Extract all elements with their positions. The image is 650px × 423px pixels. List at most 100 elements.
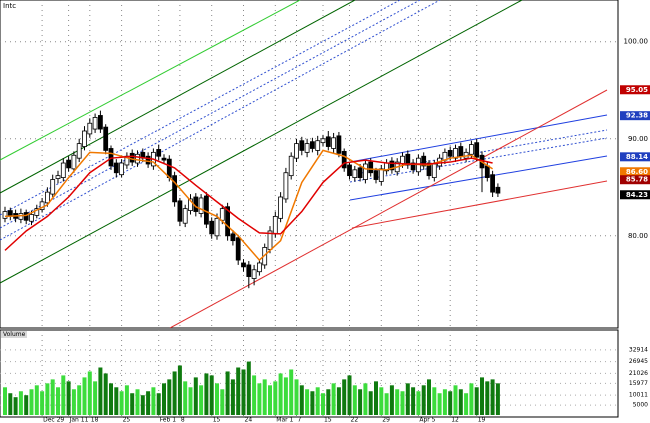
volume-bar [352,385,357,415]
candle-body [352,169,358,178]
candle-body [119,162,124,176]
trend-line [169,89,608,328]
volume-bar [246,361,251,415]
candle-body [241,262,246,268]
trend-line [349,137,608,183]
volume-bar [262,379,267,415]
trend-line [349,114,608,163]
volume-bar [294,379,299,415]
candle-body [188,198,193,211]
volume-bar [209,375,214,415]
candle-body [34,208,40,216]
price-tag-label: 88.14 [626,153,648,161]
volume-bar [427,379,431,415]
candle-body [278,196,284,219]
candle-body [235,237,241,261]
candle-body [447,150,453,157]
candle-body [426,162,432,177]
volume-bar [109,383,113,415]
volume-bar [331,383,336,415]
volume-bar [215,383,219,415]
x-tick-label: 19 [478,417,486,423]
x-tick-label: 18 [91,417,99,423]
candle-body [490,174,496,193]
y-tick-label: 100.00 [624,38,649,46]
volume-bar [183,381,188,415]
volume-bar [358,389,363,415]
candle-body [331,137,337,149]
volume-bar [146,391,151,415]
candle-body [98,115,103,130]
volume-bar [87,371,92,415]
y-tick-label: 80.00 [628,232,648,240]
volume-bar [98,367,103,415]
x-tick-label: 7 [298,417,302,423]
volume-bar [241,369,246,415]
volume-bar [114,387,119,415]
x-tick-label: Jan 11 [69,417,89,423]
volume-tick-label: 32914 [629,346,648,353]
volume-bar [225,371,230,415]
x-tick-label: Dec 29 [43,417,64,423]
volume-bar [495,383,500,415]
volume-bar [82,377,87,415]
trend-line [0,0,356,194]
candle-body [66,159,71,169]
volume-bar [289,369,294,415]
moving-average [4,155,493,251]
volume-bar [326,389,331,415]
price-tag-label: 85.78 [626,176,648,184]
candle-body [309,141,315,149]
volume-bar [342,379,347,415]
volume-bar [188,387,193,415]
candle-body [145,155,151,165]
volume-bar [395,389,400,415]
x-tick-label: 12 [451,417,459,423]
volume-bar [442,389,447,415]
candle-body [299,140,305,151]
trend-lines [0,0,608,328]
volume-bar [336,387,341,415]
x-tick-label: Apr 5 [419,417,435,423]
candle-body [129,152,135,163]
volume-bar [389,385,394,415]
volume-bar [347,375,352,415]
volume-bar [199,385,204,415]
volume-bar [56,387,60,415]
volume-bar [458,389,463,415]
candle-body [272,216,278,235]
candle-body [389,160,395,171]
candle-body [113,162,119,174]
candle-body [214,217,220,237]
candle-body [172,175,178,203]
volume-bar [162,383,166,415]
candle-body [29,214,34,222]
volume-bar [400,391,405,415]
volume-bar [453,385,458,415]
candle-body [225,206,231,237]
volume-bar [379,387,384,415]
volume-bar [230,379,235,415]
candle-body [76,143,82,159]
candle-body [347,164,352,177]
volume-bar [416,391,421,415]
candle-body [166,158,172,178]
volume-bar [220,389,225,415]
candle-body [421,155,427,167]
candle-body [304,143,310,153]
candle-body [474,142,480,158]
candle-body [82,130,87,147]
volume-bar [103,373,108,415]
volume-tick-label: 26945 [629,358,648,365]
candle-body [368,161,374,174]
volume-bar [474,387,479,415]
candle-body [373,170,379,180]
volume-bar [283,377,288,415]
volume-bar [93,381,98,415]
volume-bar [485,381,490,415]
candle-body [198,197,204,214]
candle-body [405,153,411,166]
candle-body [325,136,331,147]
candle-body [341,150,347,169]
candle-body [336,135,342,154]
